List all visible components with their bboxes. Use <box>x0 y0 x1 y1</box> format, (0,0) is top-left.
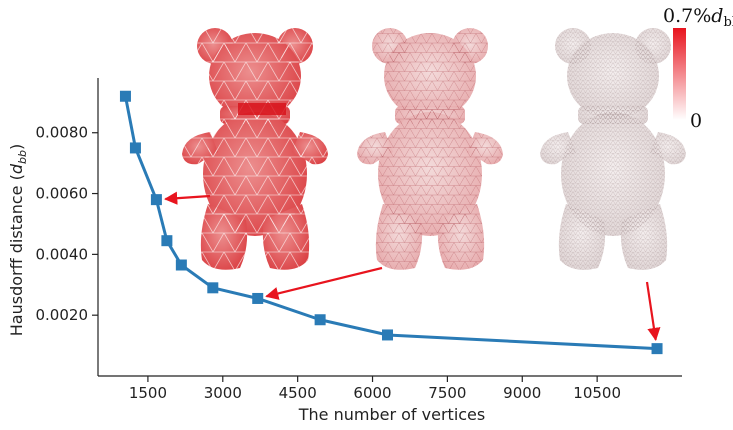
annotation-arrow <box>164 191 211 205</box>
y-tick-label: 0.0080 <box>36 124 89 142</box>
colorbar-max-label: 0.7%dbb <box>663 5 733 30</box>
x-tick-label: 6000 <box>353 384 391 402</box>
series-line <box>123 95 658 351</box>
y-tick-label: 0.0060 <box>36 185 89 203</box>
data-point <box>161 235 173 247</box>
y-axis-title: Hausdorff distance (dbb) <box>7 144 29 336</box>
x-tick-label: 4500 <box>279 384 317 402</box>
x-tick-label: 10500 <box>573 384 621 402</box>
bear-mesh-fine <box>540 28 686 270</box>
data-point <box>150 194 162 206</box>
data-point <box>314 314 326 326</box>
colorbar-gradient <box>673 28 686 120</box>
annotation-arrow <box>265 266 383 300</box>
x-tick-label: 7500 <box>428 384 466 402</box>
bear-mesh-medium <box>357 28 503 270</box>
data-point <box>175 259 187 271</box>
data-point <box>119 90 131 102</box>
colorbar-min-label: 0 <box>690 110 702 132</box>
x-axis-title: The number of vertices <box>298 405 485 424</box>
data-point <box>651 343 663 355</box>
y-tick-label: 0.0040 <box>36 245 89 263</box>
axes: 1500 3000 4500 6000 7500 9000 10500 0.0020 0.004… <box>36 78 682 402</box>
y-tick-label: 0.0020 <box>36 306 89 324</box>
data-point <box>129 142 141 154</box>
series-layer <box>119 90 663 355</box>
x-tick-label: 1500 <box>129 384 167 402</box>
data-point <box>382 329 394 341</box>
annotation-arrow <box>645 281 661 342</box>
annotation-layer <box>164 191 661 342</box>
bear-mesh-coarse <box>182 28 328 270</box>
data-point <box>207 282 219 294</box>
x-tick-label: 3000 <box>204 384 242 402</box>
x-tick-label: 9000 <box>503 384 541 402</box>
colorbar: 0.7%dbb 0 <box>663 5 733 132</box>
data-point <box>252 292 264 304</box>
